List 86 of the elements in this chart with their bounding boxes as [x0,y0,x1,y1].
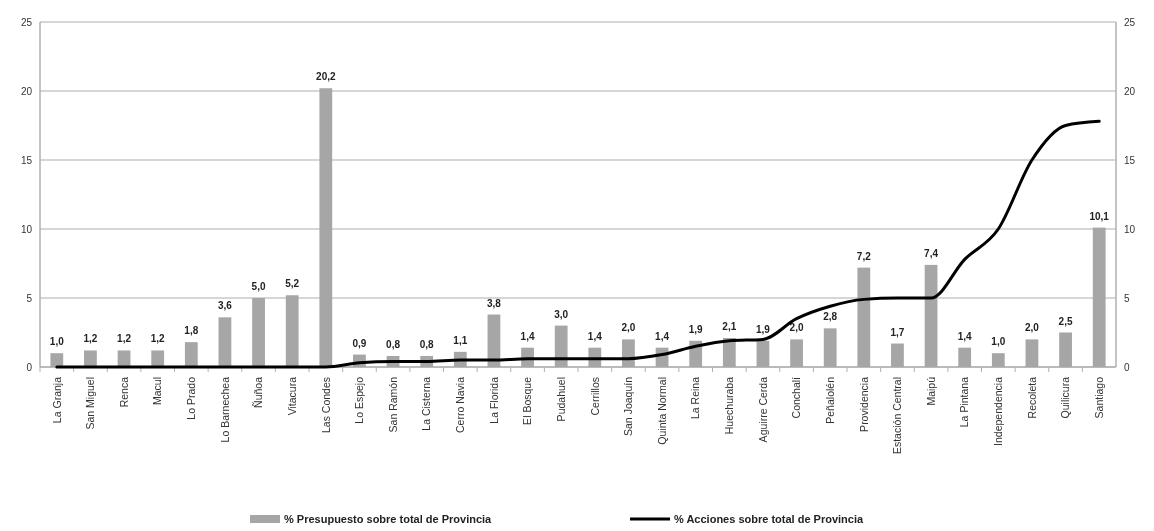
x-tick-label: Estación Central [891,377,904,455]
bar [84,350,97,367]
data-label: 10,1 [1089,210,1110,222]
bar [252,298,265,367]
data-label: 5,0 [251,281,266,292]
data-label: 1,7 [890,326,905,338]
data-label: 1,4 [655,330,670,342]
y-tick-label: 25 [20,16,33,28]
bar [117,350,131,367]
x-tick-label: Renca [117,376,130,408]
x-tick-label: La Reina [689,376,702,420]
data-label: 1,2 [150,333,166,345]
data-label: 7,4 [924,247,939,259]
data-label: 1,0 [49,336,65,348]
data-label: 5,2 [285,278,300,290]
legend-label: % Presupuesto sobre total de Provincia [284,512,493,525]
data-label: 1,2 [83,333,98,345]
x-tick-label: La Granja [50,376,63,424]
x-tick-label: La Florida [487,376,500,424]
x-tick-label: San Miguel [84,377,97,430]
bar [319,88,333,367]
x-tick-label: Quilicura [1059,376,1072,419]
data-label: 2,0 [789,322,804,334]
y2-tick-label: 20 [1124,85,1136,97]
x-tick-label: Aguirre Cerda [756,376,769,443]
x-tick-label: Santiago [1092,376,1105,419]
data-label: 0,8 [419,338,435,350]
data-label: 0,8 [386,338,401,350]
y2-tick-label: 15 [1124,154,1136,166]
y2-tick-label: 0 [1124,361,1130,373]
x-tick-label: Las Condes [319,377,332,434]
x-tick-label: Lo Espejo [353,376,366,424]
x-tick-label: Lo Barnechea [218,376,231,443]
x-tick-label: Cerrillos [588,377,601,416]
x-tick-label: Providencia [857,376,870,432]
x-tick-label: La Pintana [958,376,971,428]
x-tick-label: Independencia [991,376,1004,446]
y2-tick-label: 10 [1124,223,1136,235]
bar [151,350,165,367]
x-tick-label: Macul [151,377,164,406]
data-label: 0,9 [352,337,367,349]
x-tick-label: San Ramón [386,376,399,433]
x-tick-label: San Joaquín [622,376,635,436]
x-tick-label: Maipú [924,376,937,406]
data-label: 1,9 [755,323,771,335]
data-label: 1,4 [957,330,973,342]
data-label: 1,0 [991,336,1006,348]
y-tick-label: 0 [26,361,33,373]
data-label: 7,2 [856,250,872,262]
data-label: 20,2 [316,71,336,83]
data-label: 2,0 [621,322,636,334]
x-tick-label: Huechuraba [722,376,735,435]
data-label: 2,1 [722,321,737,333]
data-label: 2,0 [1024,322,1040,334]
x-tick-label: Lo Prado [184,376,197,420]
y-tick-label: 20 [20,85,33,97]
x-tick-label: Ñuñoa [252,376,265,408]
data-label: 1,9 [688,323,704,335]
data-label: 3,0 [554,308,569,320]
y-tick-label: 15 [20,154,33,166]
data-label: 3,8 [486,297,502,309]
bar [285,295,299,367]
data-label: 1,4 [587,330,603,342]
x-tick-label: Conchalí [790,376,803,419]
data-label: 1,2 [117,333,132,345]
y2-tick-label: 5 [1124,292,1130,304]
data-label: 3,6 [217,300,233,312]
x-tick-label: Cerro Navia [453,376,466,434]
x-tick-label: El Bosque [521,376,534,425]
x-tick-label: Quinta Normal [655,377,668,445]
y-tick-label: 5 [26,292,33,304]
data-label: 1,8 [184,325,199,337]
x-tick-label: La Cisterna [420,376,433,431]
data-label: 2,5 [1058,315,1073,327]
x-tick-label: Peñalolén [823,376,836,424]
y2-tick-label: 25 [1124,16,1136,28]
y-tick-label: 10 [20,223,33,235]
data-label: 2,8 [823,311,838,323]
x-tick-label: Vitacura [285,376,298,416]
x-tick-label: Recoleta [1025,376,1038,419]
x-tick-label: Pudahuel [554,377,567,422]
bar [184,342,198,367]
data-label: 1,4 [520,330,535,342]
bar [218,317,232,367]
data-label: 1,1 [453,334,468,346]
legend-label: % Acciones sobre total de Provincia [674,512,864,525]
